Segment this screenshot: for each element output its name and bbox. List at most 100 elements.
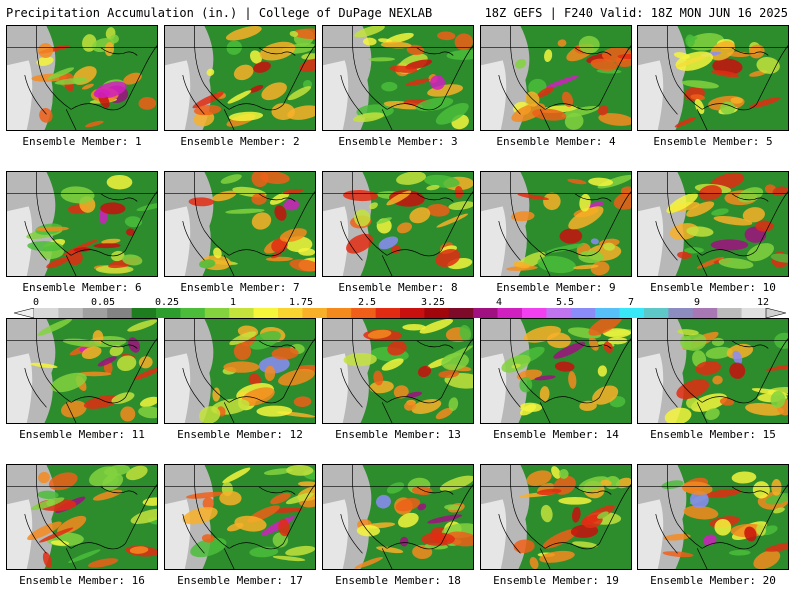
colorbar-tick-label: 5.5 [555, 297, 575, 308]
ensemble-member-label: Ensemble Member: 8 [338, 281, 458, 294]
colorbar-left-arrow [14, 308, 35, 318]
precip-map-render [165, 465, 315, 569]
colorbar-swatch [400, 308, 425, 318]
colorbar-swatch [570, 308, 596, 318]
colorbar-swatch [278, 308, 303, 318]
colorbar-swatch [326, 308, 352, 318]
colorbar-swatch [180, 308, 206, 318]
colorbar-tick-label: 7 [627, 297, 635, 308]
precip-map-render [638, 465, 788, 569]
ensemble-member-label: Ensemble Member: 2 [180, 135, 300, 148]
colorbar-tick-label: 12 [756, 297, 770, 308]
ensemble-member-map [322, 318, 474, 424]
precip-map-render [638, 319, 788, 423]
colorbar-swatch [58, 308, 84, 318]
ensemble-member-label: Ensemble Member: 17 [177, 574, 303, 587]
ensemble-member-map [480, 25, 632, 131]
colorbar-swatch [497, 308, 523, 318]
ensemble-member-map [322, 25, 474, 131]
colorbar-tick-label: 4 [495, 297, 503, 308]
colorbar-swatch [424, 308, 450, 318]
ensemble-member-map [480, 464, 632, 570]
colorbar-swatch [546, 308, 572, 318]
colorbar-swatch [717, 308, 742, 318]
ensemble-member-label: Ensemble Member: 19 [493, 574, 619, 587]
colorbar-swatch [644, 308, 669, 318]
colorbar-right-arrow [765, 308, 786, 318]
ensemble-member-label: Ensemble Member: 13 [335, 428, 461, 441]
precip-map-render [481, 465, 631, 569]
ensemble-member-label: Ensemble Member: 15 [650, 428, 776, 441]
colorbar-swatch [82, 308, 108, 318]
ensemble-member-label: Ensemble Member: 11 [19, 428, 145, 441]
colorbar-swatch [34, 308, 59, 318]
ensemble-member-label: Ensemble Member: 5 [653, 135, 773, 148]
ensemble-member-map [164, 171, 316, 277]
ensemble-member-label: Ensemble Member: 18 [335, 574, 461, 587]
precip-map-render [481, 26, 631, 130]
ensemble-member-label: Ensemble Member: 12 [177, 428, 303, 441]
ensemble-member-map [322, 171, 474, 277]
precip-map-render [7, 465, 157, 569]
precip-map-render [165, 319, 315, 423]
colorbar-swatch [692, 308, 718, 318]
colorbar-swatch [253, 308, 279, 318]
precip-map-render [165, 26, 315, 130]
ensemble-member-map [637, 318, 789, 424]
precip-map-render [165, 172, 315, 276]
ensemble-member-map [637, 464, 789, 570]
colorbar-swatch [619, 308, 645, 318]
ensemble-member-label: Ensemble Member: 14 [493, 428, 619, 441]
ensemble-member-map [637, 171, 789, 277]
precip-map-render [481, 172, 631, 276]
ensemble-member-map [6, 25, 158, 131]
ensemble-member-map [164, 464, 316, 570]
ensemble-member-label: Ensemble Member: 7 [180, 281, 300, 294]
ensemble-member-map [164, 318, 316, 424]
colorbar-tick-label: 3.25 [420, 297, 446, 308]
ensemble-member-map [480, 171, 632, 277]
precip-map-render [7, 26, 157, 130]
precip-map-render [638, 26, 788, 130]
colorbar-tick-label: 9 [693, 297, 701, 308]
ensemble-member-label: Ensemble Member: 6 [22, 281, 142, 294]
colorbar-swatch [741, 308, 767, 318]
colorbar-tick-label: 0 [32, 297, 40, 308]
ensemble-member-label: Ensemble Member: 3 [338, 135, 458, 148]
ensemble-member-label: Ensemble Member: 1 [22, 135, 142, 148]
colorbar-swatch [668, 308, 694, 318]
precip-map-render [323, 26, 473, 130]
ensemble-member-label: Ensemble Member: 9 [496, 281, 616, 294]
ensemble-member-label: Ensemble Member: 10 [650, 281, 776, 294]
ensemble-member-map [6, 464, 158, 570]
precip-map-render [7, 172, 157, 276]
ensemble-member-map [6, 318, 158, 424]
colorbar-swatch [595, 308, 620, 318]
run-valid-time: 18Z GEFS | F240 Valid: 18Z MON JUN 16 20… [484, 6, 788, 20]
colorbar-swatch [302, 308, 328, 318]
colorbar-tick-label: 0.05 [90, 297, 116, 308]
colorbar-swatch [107, 308, 132, 318]
map-title: Precipitation Accumulation (in.) | Colle… [6, 6, 433, 20]
colorbar-swatch [229, 308, 254, 318]
precip-map-render [7, 319, 157, 423]
colorbar-tick-label: 2.5 [357, 297, 377, 308]
colorbar-swatch [375, 308, 401, 318]
colorbar-tick-label: 0.25 [154, 297, 180, 308]
colorbar-tick-label: 1.75 [288, 297, 314, 308]
ensemble-member-map [480, 318, 632, 424]
ensemble-member-map [164, 25, 316, 131]
colorbar-tick-label: 1 [229, 297, 237, 308]
precip-map-render [323, 465, 473, 569]
precipitation-colorbar [14, 308, 786, 318]
ensemble-member-label: Ensemble Member: 16 [19, 574, 145, 587]
colorbar-swatch [522, 308, 547, 318]
colorbar-swatch [448, 308, 474, 318]
ensemble-member-map [322, 464, 474, 570]
colorbar-swatch [473, 308, 498, 318]
precip-map-render [481, 319, 631, 423]
ensemble-member-label: Ensemble Member: 4 [496, 135, 616, 148]
precip-map-render [323, 319, 473, 423]
colorbar-swatch [351, 308, 376, 318]
precip-map-render [323, 172, 473, 276]
